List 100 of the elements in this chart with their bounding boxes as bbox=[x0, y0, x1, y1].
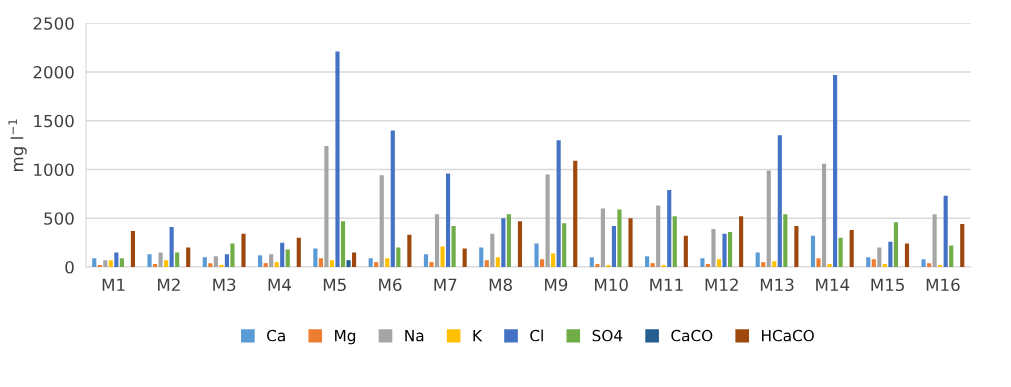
bar bbox=[810, 235, 816, 268]
bar bbox=[562, 223, 567, 268]
bar bbox=[152, 264, 158, 268]
bar bbox=[573, 160, 578, 268]
legend-label: Cl bbox=[530, 329, 543, 342]
bar bbox=[462, 248, 467, 268]
bar bbox=[119, 258, 124, 268]
bar bbox=[379, 175, 384, 268]
bar bbox=[407, 234, 412, 268]
bar bbox=[667, 189, 672, 268]
y-tick-label: 1500 bbox=[34, 114, 74, 128]
legend-label: Mg bbox=[335, 330, 356, 345]
legend-label: HCaCO bbox=[762, 329, 814, 342]
bar bbox=[368, 258, 373, 268]
bar bbox=[849, 229, 854, 268]
bar bbox=[871, 259, 876, 268]
bar bbox=[766, 170, 771, 268]
bar bbox=[164, 260, 169, 268]
bar bbox=[506, 214, 511, 268]
bar bbox=[777, 135, 782, 268]
bar bbox=[440, 246, 445, 268]
bar bbox=[628, 218, 633, 268]
bar bbox=[833, 74, 838, 268]
bar bbox=[274, 262, 279, 268]
bar bbox=[213, 256, 218, 268]
bar bbox=[202, 257, 207, 268]
bar bbox=[318, 258, 323, 268]
bar bbox=[904, 243, 910, 268]
bar bbox=[230, 243, 235, 268]
bar bbox=[882, 264, 887, 268]
bar bbox=[595, 264, 600, 268]
bar bbox=[103, 260, 108, 268]
bar bbox=[501, 218, 506, 268]
bar bbox=[263, 263, 268, 268]
bar bbox=[329, 260, 335, 268]
x-tick-label: M14 bbox=[816, 278, 850, 291]
bar bbox=[374, 262, 379, 268]
bar bbox=[495, 257, 500, 268]
x-tick-label: M7 bbox=[434, 278, 457, 291]
bar bbox=[772, 261, 777, 268]
y-axis-title: mg l$^{−1}$ bbox=[8, 119, 27, 171]
bar bbox=[545, 174, 550, 268]
legend-label: Na bbox=[405, 330, 424, 342]
bar bbox=[396, 247, 401, 268]
x-tick-label: M12 bbox=[705, 278, 738, 291]
bar bbox=[617, 209, 622, 268]
bar bbox=[269, 254, 274, 268]
bar bbox=[158, 252, 163, 268]
x-tick-label: M3 bbox=[213, 278, 236, 292]
bar bbox=[739, 216, 744, 268]
bar bbox=[700, 258, 705, 268]
bar bbox=[313, 248, 318, 268]
bar bbox=[711, 229, 716, 268]
x-tick-label: M11 bbox=[650, 278, 683, 291]
bar bbox=[794, 226, 799, 268]
bar bbox=[484, 260, 489, 268]
bar bbox=[114, 252, 119, 268]
bar bbox=[645, 256, 650, 268]
bar bbox=[335, 51, 340, 268]
bar bbox=[960, 224, 965, 268]
x-tick-label: M15 bbox=[871, 278, 904, 292]
bar bbox=[429, 262, 434, 268]
bar bbox=[346, 260, 351, 268]
bar bbox=[611, 226, 617, 268]
x-tick-label: M1 bbox=[102, 278, 125, 291]
bar bbox=[108, 260, 113, 268]
x-tick-label: M13 bbox=[760, 278, 794, 292]
bar bbox=[169, 227, 174, 268]
bar bbox=[761, 262, 766, 268]
bar bbox=[175, 252, 180, 268]
bar bbox=[838, 237, 843, 268]
legend-label: Ca bbox=[267, 329, 285, 342]
bar bbox=[280, 242, 285, 268]
bar bbox=[932, 214, 937, 268]
x-tick-label: M4 bbox=[268, 278, 291, 291]
bar bbox=[258, 255, 263, 268]
bar bbox=[672, 216, 677, 268]
legend-label: K bbox=[473, 330, 483, 342]
bar bbox=[877, 247, 882, 268]
legend-label: CaCO bbox=[671, 329, 713, 342]
bar bbox=[324, 146, 329, 268]
bar bbox=[296, 237, 301, 268]
y-tick-label: 1000 bbox=[34, 163, 74, 177]
bar bbox=[385, 258, 390, 268]
bar bbox=[727, 231, 733, 268]
x-tick-label: M6 bbox=[379, 278, 402, 292]
bar bbox=[479, 247, 484, 268]
bar bbox=[783, 214, 788, 268]
bar bbox=[722, 233, 727, 268]
bar bbox=[551, 253, 556, 268]
bar bbox=[589, 257, 594, 268]
bar bbox=[827, 264, 832, 268]
bar bbox=[656, 205, 661, 268]
bar bbox=[534, 243, 539, 268]
bar bbox=[423, 254, 429, 268]
bar bbox=[446, 173, 451, 268]
bar bbox=[600, 208, 605, 268]
bar bbox=[208, 263, 213, 268]
bar bbox=[92, 258, 97, 268]
bar bbox=[949, 245, 954, 268]
